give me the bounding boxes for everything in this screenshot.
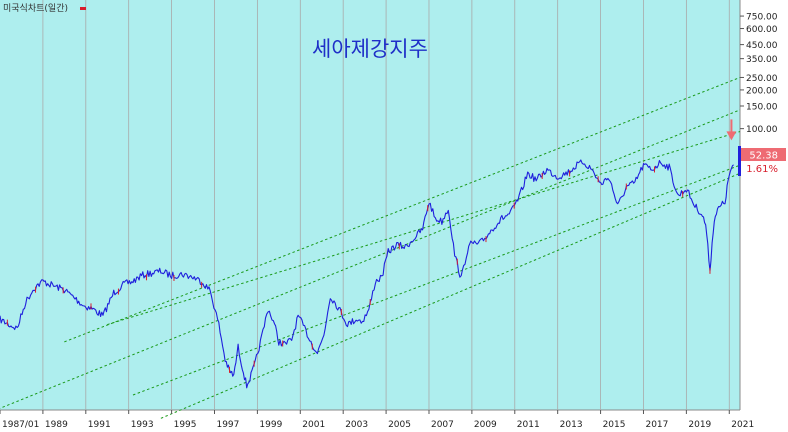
chart-title: 세아제강지주: [312, 37, 428, 61]
x-tick-label: 2003: [345, 420, 368, 430]
price-axis-background: [740, 0, 788, 432]
x-tick-label: 1997: [216, 420, 239, 430]
y-axis-ticks: 750.00 600.00 450.00 350.00 250.00 200.00 150.…: [740, 13, 778, 135]
x-tick-label: 2005: [388, 420, 411, 430]
trend-line: [64, 76, 741, 343]
x-tick-label: 1987/01: [2, 420, 39, 430]
x-tick-label: 1999: [259, 420, 282, 430]
time-axis-background: [0, 410, 788, 432]
title-indicator: [80, 7, 86, 10]
price-change-label: 1.61%: [746, 164, 778, 175]
x-tick-label: 1991: [88, 420, 111, 430]
trend-line: [132, 164, 741, 396]
y-tick-label: 150.00: [746, 102, 778, 112]
x-tick-label: 2011: [517, 420, 540, 430]
x-tick-label: 2017: [645, 420, 668, 430]
y-tick-label: 750.00: [746, 13, 778, 23]
y-tick-label: 600.00: [746, 25, 778, 35]
current-price-label: 52.38: [749, 151, 778, 162]
current-price-box: [741, 148, 786, 161]
x-tick-label: 2015: [603, 420, 626, 430]
price-line: [0, 159, 734, 389]
y-tick-label: 250.00: [746, 74, 778, 84]
x-axis-ticks: 1987/01 1989 1991 1993 1995 1997 1999 2001 2003 2…: [0, 410, 754, 430]
price-series: [0, 159, 734, 389]
x-tick-label: 2001: [302, 420, 325, 430]
vertical-gridlines: [42, 0, 730, 410]
current-price-marker: [738, 146, 741, 176]
x-tick-label: 1995: [174, 420, 197, 430]
trend-line: [107, 131, 741, 326]
y-tick-label: 350.00: [746, 55, 778, 65]
x-tick-label: 2021: [731, 420, 754, 430]
window-title: 미국식차트(일간): [3, 2, 68, 14]
annotations: [726, 119, 737, 141]
x-tick-label: 1989: [45, 420, 68, 430]
y-tick-label: 100.00: [746, 125, 778, 135]
trend-line: [0, 109, 741, 409]
trend-lines: [0, 76, 741, 419]
y-tick-label: 200.00: [746, 86, 778, 96]
plot-background: [0, 0, 740, 410]
arrow-down-icon: [726, 131, 737, 141]
x-tick-label: 2019: [688, 420, 711, 430]
y-tick-label: 450.00: [746, 41, 778, 51]
x-tick-label: 2007: [431, 420, 454, 430]
x-tick-label: 2009: [474, 420, 497, 430]
x-tick-label: 1993: [131, 420, 154, 430]
x-tick-label: 2013: [560, 420, 583, 430]
